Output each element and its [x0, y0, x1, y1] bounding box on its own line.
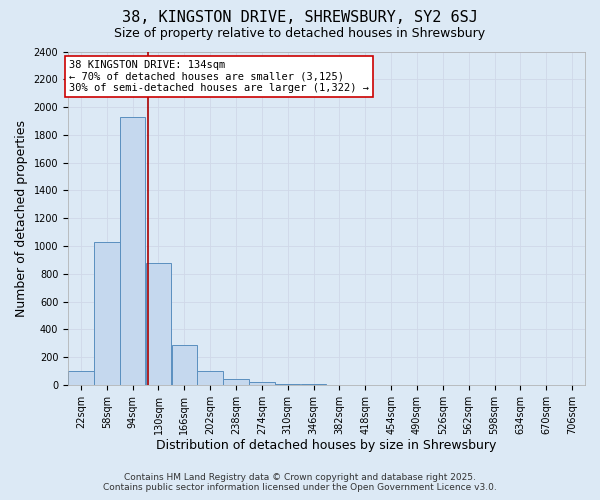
Text: Contains HM Land Registry data © Crown copyright and database right 2025.
Contai: Contains HM Land Registry data © Crown c… [103, 473, 497, 492]
Bar [223, 378, 249, 385]
X-axis label: Distribution of detached houses by size in Shrewsbury: Distribution of detached houses by size … [157, 440, 497, 452]
Text: 38 KINGSTON DRIVE: 134sqm
← 70% of detached houses are smaller (3,125)
30% of se: 38 KINGSTON DRIVE: 134sqm ← 70% of detac… [69, 60, 369, 93]
Bar [94, 242, 119, 385]
Y-axis label: Number of detached properties: Number of detached properties [15, 120, 28, 316]
Bar [68, 371, 94, 385]
Bar [249, 382, 275, 385]
Bar [146, 264, 171, 385]
Bar [275, 384, 301, 385]
Text: 38, KINGSTON DRIVE, SHREWSBURY, SY2 6SJ: 38, KINGSTON DRIVE, SHREWSBURY, SY2 6SJ [122, 10, 478, 25]
Bar [172, 344, 197, 385]
Bar [120, 118, 145, 385]
Bar [197, 371, 223, 385]
Text: Size of property relative to detached houses in Shrewsbury: Size of property relative to detached ho… [115, 28, 485, 40]
